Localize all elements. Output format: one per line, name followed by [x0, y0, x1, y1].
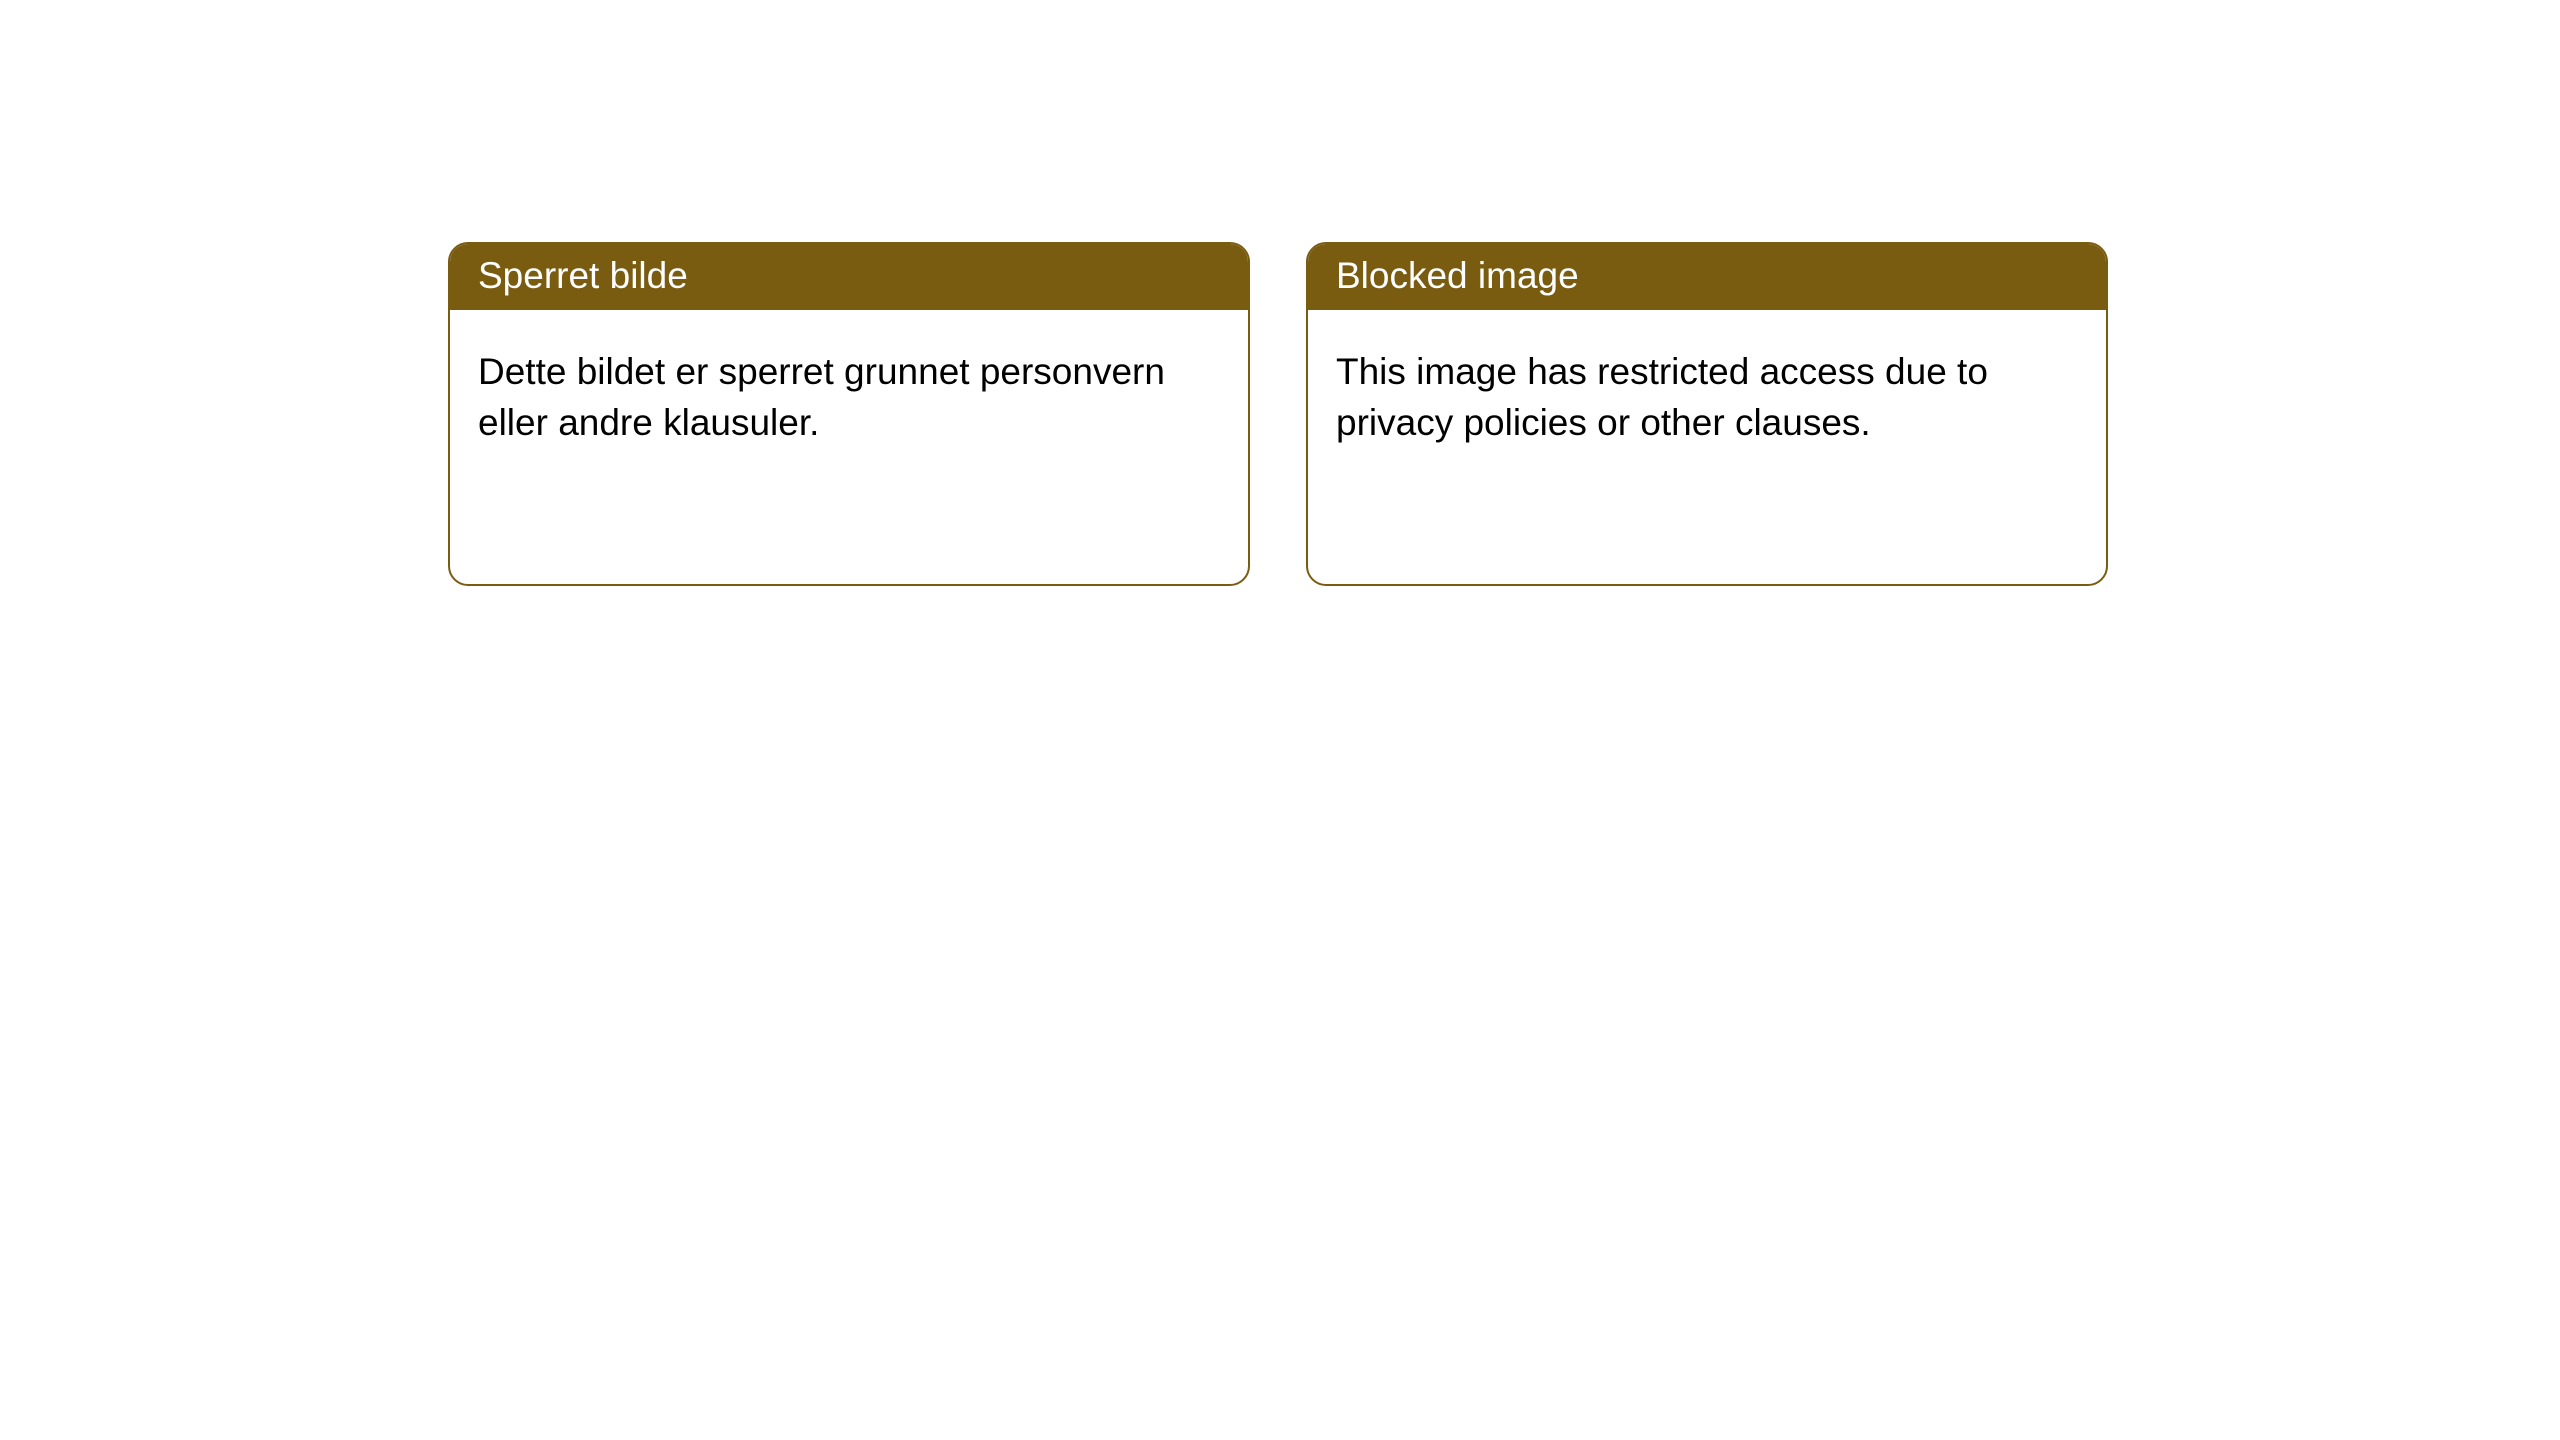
- notice-header: Sperret bilde: [450, 244, 1248, 310]
- notice-header: Blocked image: [1308, 244, 2106, 310]
- notice-body: Dette bildet er sperret grunnet personve…: [450, 310, 1248, 584]
- notice-card-english: Blocked image This image has restricted …: [1306, 242, 2108, 586]
- notice-container: Sperret bilde Dette bildet er sperret gr…: [0, 0, 2560, 586]
- notice-body: This image has restricted access due to …: [1308, 310, 2106, 584]
- notice-card-norwegian: Sperret bilde Dette bildet er sperret gr…: [448, 242, 1250, 586]
